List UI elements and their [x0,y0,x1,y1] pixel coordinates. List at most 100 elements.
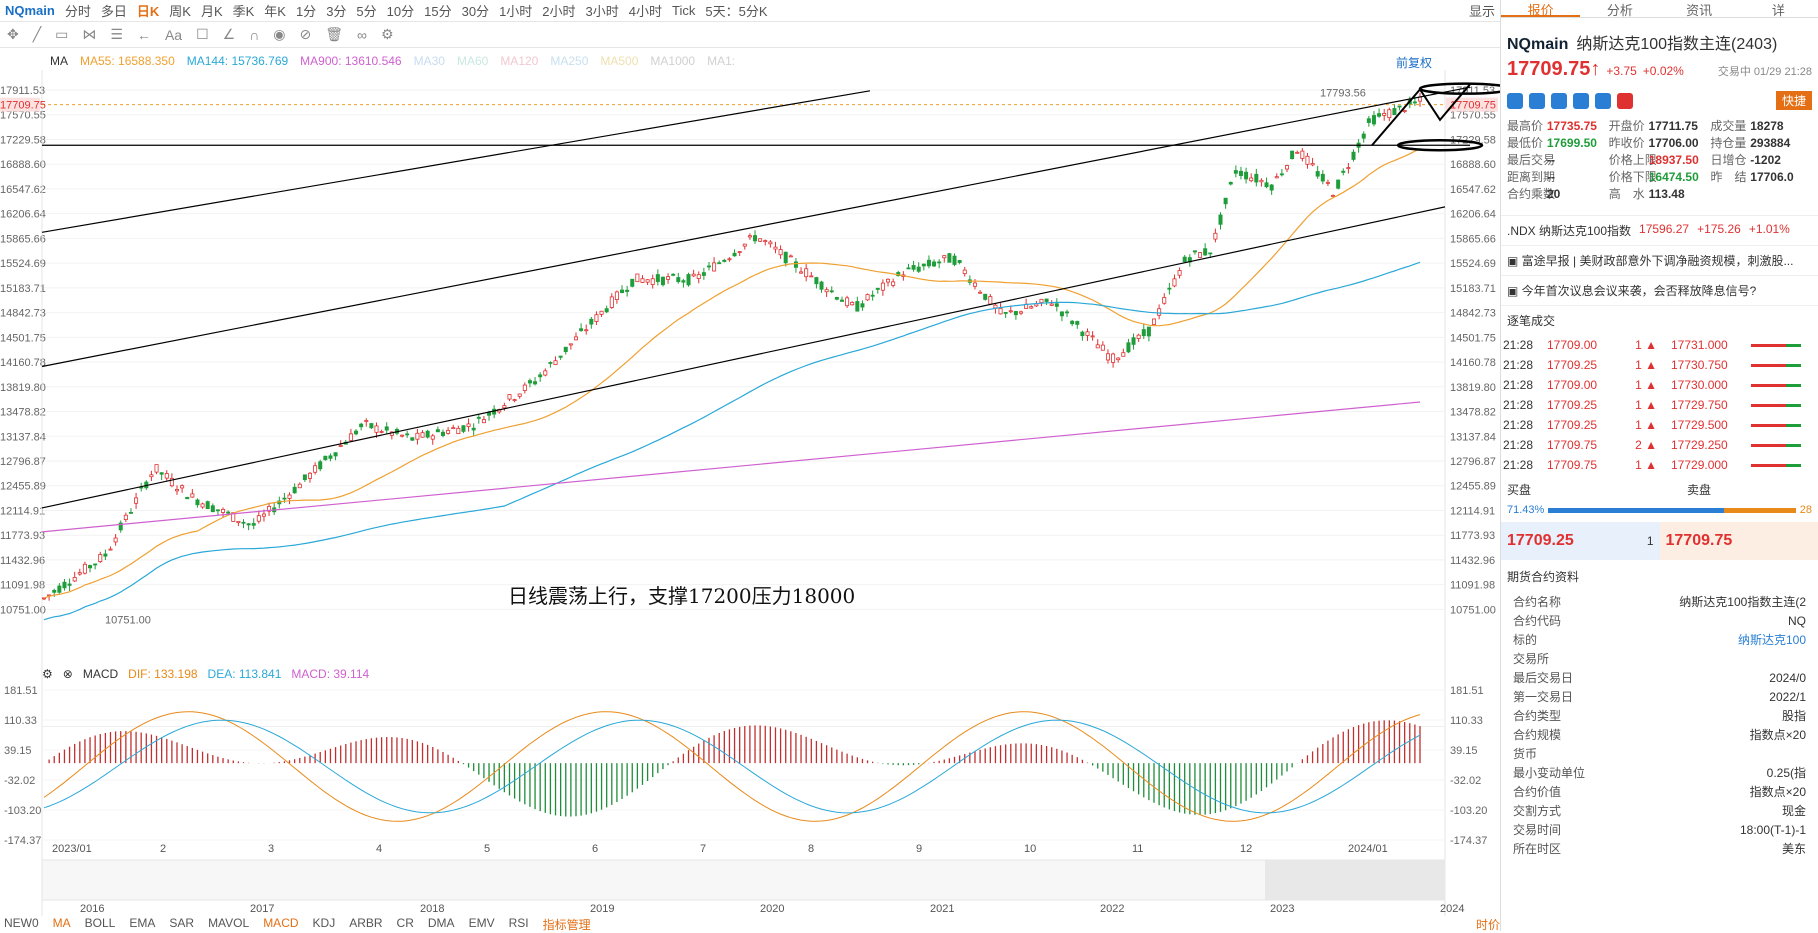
range-navigator[interactable] [42,860,1445,900]
symbol-selector[interactable]: NQmain [0,3,60,18]
period-tab[interactable]: 多日 [96,1,132,20]
ruler-icon[interactable]: ∠ [216,26,243,43]
text-tool-icon[interactable]: Aa [158,27,189,43]
price-axis-label: 14501.75 [1450,332,1496,344]
period-tab[interactable]: 10分 [382,1,419,20]
indicator-display-button[interactable]: 显示 [1464,1,1500,20]
ma-item: MA900: 13610.546 [300,54,401,68]
candle-body [738,252,741,253]
candle-body [385,427,388,430]
period-tab[interactable]: 分时 [60,1,96,20]
trade-price: 17709.75 [1547,455,1617,475]
trash-icon[interactable]: 🗑 [318,26,350,43]
period-tab[interactable]: 2小时 [537,1,580,20]
quote-tab[interactable]: 分析 [1580,0,1659,17]
indicator-tab[interactable]: NEW0 [4,916,39,931]
contract-label: 最小变动单位 [1513,766,1585,781]
indicator-tab[interactable]: EMA [129,916,155,931]
eye-icon[interactable]: ◉ [266,26,292,43]
candle-body [820,282,823,289]
price-pct: +0.02% [1643,64,1684,78]
line-tool-icon[interactable]: ╱ [26,26,48,43]
candle-body [227,512,230,513]
candle-body [462,426,465,432]
candle-body [585,330,588,331]
trade-time: 21:28 [1503,415,1547,435]
candle-body [1260,180,1263,181]
period-tab[interactable]: 30分 [457,1,494,20]
period-tab[interactable]: 1小时 [494,1,537,20]
hide-icon[interactable]: ⊘ [293,26,319,43]
candle-body [303,475,306,480]
period-tab[interactable]: 5天：5分K [700,1,772,20]
chart-icon[interactable] [1529,93,1545,109]
quote-tab[interactable]: 详 [1739,0,1818,17]
rect-tool-icon[interactable]: ▭ [48,26,75,43]
quick-trade-button[interactable]: 快捷 [1776,91,1812,110]
chart-area[interactable]: 17911.5317911.5317570.5517570.5517229.58… [0,70,1500,916]
period-tab[interactable]: 1分 [291,1,321,20]
candle-body [661,277,664,285]
period-tab[interactable]: 季K [228,1,260,20]
candle-body [574,337,577,340]
indicator-tab[interactable]: MA [53,916,71,931]
indicator-tab[interactable]: MACD [263,916,298,931]
contract-value: 美东 [1782,842,1806,857]
period-tab[interactable]: 4小时 [624,1,667,20]
indicator-tab[interactable]: ARBR [349,916,382,931]
indicator-tab[interactable]: 指标管理 [543,916,591,931]
fork-tool-icon[interactable]: ⋈ [75,26,103,43]
restore-mode[interactable]: 前复权 [1396,54,1432,71]
magnet-icon[interactable]: ∩ [242,27,266,43]
candle-body [211,506,214,512]
indicator-tab[interactable]: RSI [509,916,529,931]
flag-icon[interactable] [1507,93,1523,109]
news-item[interactable]: ▣ 富途早报 | 美财政部意外下调净融资规模，刺激股... [1501,245,1818,275]
settings-icon[interactable]: ⚙ [374,26,401,43]
period-tab[interactable]: 15分 [419,1,456,20]
candle-body [58,586,61,592]
tool-icon[interactable] [1551,93,1567,109]
link-icon[interactable]: ∞ [350,27,374,43]
indicator-tab[interactable]: SAR [169,916,194,931]
candle-body [94,564,97,565]
period-tab[interactable]: 年K [259,1,291,20]
quote-tab[interactable]: 报价 [1501,0,1580,17]
settings-icon[interactable]: ⚙ [42,667,53,681]
period-tab[interactable]: Tick [667,3,700,18]
period-tab[interactable]: 周K [164,1,196,20]
candle-body [677,278,680,282]
close-icon[interactable]: ⊗ [63,667,73,681]
note-icon[interactable] [1595,93,1611,109]
time-price-tab[interactable]: 时价 [1476,916,1500,931]
news-item[interactable]: ▣ 今年首次议息会议来袭，会否释放降息信号? [1501,275,1818,305]
indicator-tab[interactable]: KDJ [313,916,336,931]
indicator-tab[interactable]: DMA [428,916,455,931]
fib-tool-icon[interactable]: ☰ [103,26,130,43]
month-label: 10 [1024,843,1036,855]
quote-tab[interactable]: 资讯 [1660,0,1739,17]
navigator-window[interactable] [1265,860,1445,900]
indicator-tab[interactable]: BOLL [85,916,116,931]
note-tool-icon[interactable]: ☐ [189,26,216,43]
indicator-tab[interactable]: MAVOL [208,916,249,931]
indicator-tab[interactable]: EMV [469,916,495,931]
period-tab[interactable]: 日K [132,1,164,20]
period-tab[interactable]: 3分 [321,1,351,20]
stat-label: 日增仓 [1710,152,1750,169]
candle-body [1019,312,1022,313]
share-icon[interactable] [1573,93,1589,109]
ask-box[interactable]: 17709.75 [1660,522,1818,560]
indicator-tab[interactable]: CR [397,916,414,931]
period-tab[interactable]: 月K [196,1,228,20]
fav-icon[interactable] [1617,93,1633,109]
candle-body [958,260,961,262]
move-icon[interactable]: ✥ [0,26,26,43]
candle-body [1127,343,1130,352]
period-tab[interactable]: 3小时 [581,1,624,20]
arrow-tool-icon[interactable]: ← [130,27,158,43]
period-tab[interactable]: 5分 [351,1,381,20]
